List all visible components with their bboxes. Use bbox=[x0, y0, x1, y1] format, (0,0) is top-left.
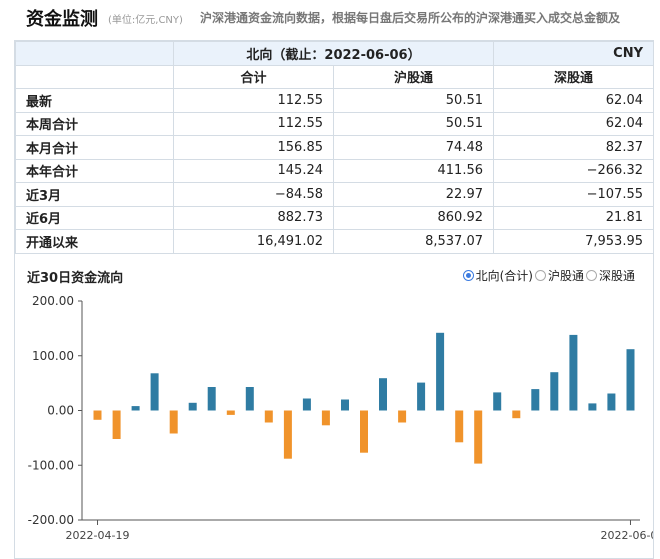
y-tick-label: -200.00 bbox=[28, 513, 74, 527]
chart-legend: 北向(合计) 沪股通 深股通 bbox=[462, 267, 635, 284]
radio-selected-icon[interactable] bbox=[462, 270, 474, 281]
chart-bar[interactable] bbox=[93, 410, 102, 420]
legend-option-northbound-total[interactable]: 北向(合计) bbox=[462, 267, 533, 284]
row-label: 本年合计 bbox=[15, 158, 174, 183]
cell-total: 112.55 bbox=[173, 111, 334, 136]
table-title-row: 北向（截止：2022-06-06） CNY bbox=[15, 41, 654, 66]
bar-series bbox=[93, 332, 635, 464]
chart-bar[interactable] bbox=[226, 410, 235, 415]
chart-bar[interactable] bbox=[112, 410, 121, 440]
cell-sz: 7,953.95 bbox=[493, 229, 654, 254]
chart-bar[interactable] bbox=[302, 398, 311, 411]
cell-sh: 860.92 bbox=[333, 205, 494, 230]
row-label: 近3月 bbox=[15, 182, 174, 207]
chart-bar[interactable] bbox=[360, 410, 368, 453]
column-header-sh: 沪股通 bbox=[333, 64, 494, 89]
row-label: 近6月 bbox=[15, 205, 174, 230]
radio-icon[interactable] bbox=[585, 270, 597, 281]
legend-label: 深股通 bbox=[598, 269, 635, 283]
chart-bar[interactable] bbox=[512, 410, 521, 419]
x-end-label: 2022-06-06 bbox=[601, 529, 653, 542]
cell-total: 156.85 bbox=[173, 135, 334, 160]
table-row: 近6月 882.73 860.92 21.81 bbox=[15, 205, 654, 230]
table-title: 北向（截止：2022-06-06） bbox=[173, 41, 494, 66]
chart-bar[interactable] bbox=[455, 410, 464, 443]
legend-label: 北向(合计) bbox=[475, 269, 533, 283]
chart-bar[interactable] bbox=[321, 410, 330, 426]
chart-bar[interactable] bbox=[436, 332, 445, 411]
cell-sh: 22.97 bbox=[333, 182, 494, 207]
chart-bar[interactable] bbox=[245, 387, 254, 411]
fund-flow-bar-chart: 200.00 100.00 0.00 -100.00 -200.00 2022-04-1… bbox=[28, 294, 653, 542]
chart-bar[interactable] bbox=[569, 334, 578, 411]
chart-bar[interactable] bbox=[188, 402, 197, 411]
x-axis: 2022-04-19 2022-06-06 bbox=[66, 519, 653, 542]
y-tick-label: 200.00 bbox=[32, 294, 74, 308]
cell-sz: 82.37 bbox=[493, 135, 654, 160]
table-row: 本周合计 112.55 50.51 62.04 bbox=[15, 111, 654, 136]
chart-bar[interactable] bbox=[417, 382, 426, 411]
currency-label: CNY bbox=[493, 41, 654, 66]
legend-option-sz-connect[interactable]: 深股通 bbox=[585, 267, 635, 284]
cell-sz: 62.04 bbox=[493, 88, 654, 113]
row-label: 最新 bbox=[15, 88, 174, 113]
chart-bar[interactable] bbox=[588, 403, 597, 411]
chart-bar[interactable] bbox=[169, 410, 178, 434]
chart-bar[interactable] bbox=[207, 387, 216, 411]
legend-option-sh-connect[interactable]: 沪股通 bbox=[534, 267, 584, 284]
column-header-total: 合计 bbox=[173, 64, 334, 89]
cell-sh: 74.48 bbox=[333, 135, 494, 160]
row-label: 本月合计 bbox=[15, 135, 174, 160]
unit-label: (单位:亿元,CNY) bbox=[108, 15, 183, 26]
legend-label: 沪股通 bbox=[547, 269, 584, 283]
page-header: 资金监测 (单位:亿元,CNY) 沪深港通资金流向数据，根据每日盘后交易所公布的… bbox=[0, 0, 660, 36]
y-axis: 200.00 100.00 0.00 -100.00 -200.00 bbox=[28, 294, 83, 527]
table-row: 本月合计 156.85 74.48 82.37 bbox=[15, 135, 654, 160]
cell-sh: 50.51 bbox=[333, 111, 494, 136]
radio-icon[interactable] bbox=[534, 270, 546, 281]
chart-bar[interactable] bbox=[398, 410, 407, 423]
table-row: 本年合计 145.24 411.56 −266.32 bbox=[15, 158, 654, 183]
chart-bar[interactable] bbox=[550, 372, 559, 411]
cell-sh: 50.51 bbox=[333, 88, 494, 113]
row-label: 开通以来 bbox=[15, 229, 174, 254]
cell-total: 145.24 bbox=[173, 158, 334, 183]
table-row: 开通以来 16,491.02 8,537.07 7,953.95 bbox=[15, 229, 654, 254]
table-header-row: 合计 沪股通 深股通 bbox=[15, 64, 654, 89]
cell-total: 882.73 bbox=[173, 205, 334, 230]
chart-bar[interactable] bbox=[607, 393, 616, 411]
fund-flow-table: 北向（截止：2022-06-06） CNY 合计 沪股通 深股通 最新 112.… bbox=[15, 41, 654, 254]
chart-bar[interactable] bbox=[531, 389, 540, 411]
cell-sz: −266.32 bbox=[493, 158, 654, 183]
chart-bar[interactable] bbox=[626, 349, 635, 411]
cell-total: 16,491.02 bbox=[173, 229, 334, 254]
cell-total: −84.58 bbox=[173, 182, 334, 207]
cell-sh: 411.56 bbox=[333, 158, 494, 183]
chart-bar[interactable] bbox=[474, 410, 483, 464]
row-label: 本周合计 bbox=[15, 111, 174, 136]
cell-sh: 8,537.07 bbox=[333, 229, 494, 254]
fund-flow-panel: 北向（截止：2022-06-06） CNY 合计 沪股通 深股通 最新 112.… bbox=[14, 40, 654, 559]
x-start-label: 2022-04-19 bbox=[66, 529, 130, 542]
cell-sz: −107.55 bbox=[493, 182, 654, 207]
table-row: 近3月 −84.58 22.97 −107.55 bbox=[15, 182, 654, 207]
column-header-sz: 深股通 bbox=[493, 64, 654, 89]
table-row: 最新 112.55 50.51 62.04 bbox=[15, 88, 654, 113]
cell-total: 112.55 bbox=[173, 88, 334, 113]
chart-bar[interactable] bbox=[379, 378, 387, 411]
page-description: 沪深港通资金流向数据，根据每日盘后交易所公布的沪深港通买入成交总金额及 bbox=[200, 11, 621, 25]
chart-bar[interactable] bbox=[341, 399, 349, 411]
y-tick-label: 100.00 bbox=[32, 349, 74, 363]
y-tick-label: -100.00 bbox=[28, 458, 74, 472]
chart-bar[interactable] bbox=[150, 373, 159, 411]
chart-bar[interactable] bbox=[283, 410, 292, 459]
chart-title: 近30日资金流向 bbox=[27, 271, 124, 286]
chart-bar[interactable] bbox=[493, 392, 502, 411]
chart-bar[interactable] bbox=[131, 406, 140, 411]
cell-sz: 21.81 bbox=[493, 205, 654, 230]
y-tick-label: 0.00 bbox=[47, 404, 74, 418]
chart-bar[interactable] bbox=[264, 410, 273, 423]
page-title: 资金监测 bbox=[26, 9, 98, 30]
cell-sz: 62.04 bbox=[493, 111, 654, 136]
